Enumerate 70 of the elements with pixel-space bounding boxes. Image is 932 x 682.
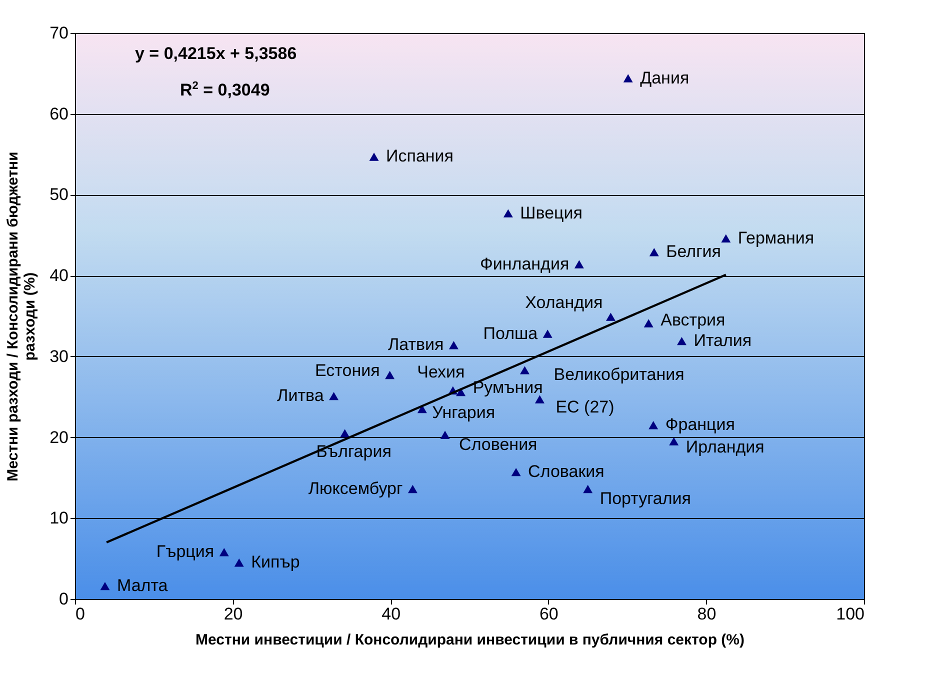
point — [649, 248, 659, 256]
point — [606, 312, 616, 321]
point — [520, 366, 530, 374]
annotation: Малта — [116, 576, 168, 596]
annotation: Румъния — [472, 378, 543, 398]
y-tick-label: 10 — [50, 508, 68, 528]
annotation: Белгия — [666, 242, 721, 262]
point — [669, 437, 679, 446]
x-tick-label: 80 — [697, 604, 716, 624]
annotation: Люксембург — [308, 479, 403, 498]
y-tick-label: 30 — [50, 346, 68, 366]
annotation: Дания — [640, 68, 690, 88]
y-tick-label: 40 — [50, 266, 68, 286]
annotation: Кипър — [251, 552, 300, 572]
point — [542, 330, 552, 338]
annotation: y = 0,4215x + 5,3586 — [135, 44, 297, 64]
point — [511, 468, 521, 476]
annotation: България — [316, 442, 392, 462]
point — [677, 336, 686, 346]
annotation: Италия — [694, 331, 752, 350]
point — [448, 341, 458, 350]
annotation: Гърция — [156, 542, 214, 562]
annotation: Австрия — [660, 310, 726, 330]
annotation: Холандия — [525, 292, 603, 312]
annotation: Полша — [483, 324, 538, 343]
annotation: Словакия — [528, 462, 604, 482]
point — [503, 209, 513, 218]
annotation: Унгария — [432, 402, 496, 422]
x-tick-label: 60 — [539, 604, 558, 624]
annotation: Великобритания — [554, 365, 684, 384]
y-tick-label: 70 — [50, 24, 68, 42]
point — [234, 558, 244, 567]
y-tick-label: 60 — [50, 104, 68, 124]
y-tick-label: 50 — [50, 185, 68, 204]
point — [721, 234, 731, 242]
annotation: Франция — [665, 415, 736, 434]
point — [648, 421, 658, 430]
annotation: ЕС (27) — [556, 397, 614, 416]
x-tick-label: 40 — [382, 604, 401, 624]
annotation: Ирландия — [686, 437, 764, 456]
point — [644, 319, 654, 328]
x-tick-label: 100 — [836, 604, 864, 624]
y-tick-label: 0 — [59, 590, 68, 608]
point — [385, 370, 395, 380]
annotation: R$^{2}$ = 0,3049 — [180, 80, 270, 101]
point — [623, 74, 633, 82]
point — [219, 548, 229, 556]
x-tick-label: 20 — [224, 604, 243, 624]
annotation: Словения — [459, 434, 538, 454]
x-tick-label: 0 — [76, 604, 85, 624]
y-axis-title: Местни разходи / Консолидирани бюджетни разходи (%) — [4, 152, 39, 482]
point — [100, 582, 110, 590]
annotation: Германия — [738, 228, 814, 248]
point — [369, 152, 379, 161]
annotation: Швеция — [520, 203, 582, 222]
y-tick-label: 20 — [50, 428, 68, 447]
annotation: Португалия — [600, 489, 691, 508]
point — [340, 429, 350, 438]
annotation: Чехия — [417, 362, 465, 382]
annotation: Латвия — [388, 335, 444, 354]
annotation: Естония — [315, 361, 380, 380]
point — [329, 392, 339, 400]
x-axis-title: Местни инвестиции / Консолидирани инвестиции в публичния сектор (%) — [196, 632, 744, 648]
annotation: Литва — [277, 386, 324, 406]
annotation: Испания — [386, 146, 454, 166]
point — [440, 430, 450, 439]
point — [583, 484, 593, 494]
annotation: Финландия — [480, 254, 570, 274]
point — [574, 260, 584, 268]
point — [408, 484, 418, 494]
